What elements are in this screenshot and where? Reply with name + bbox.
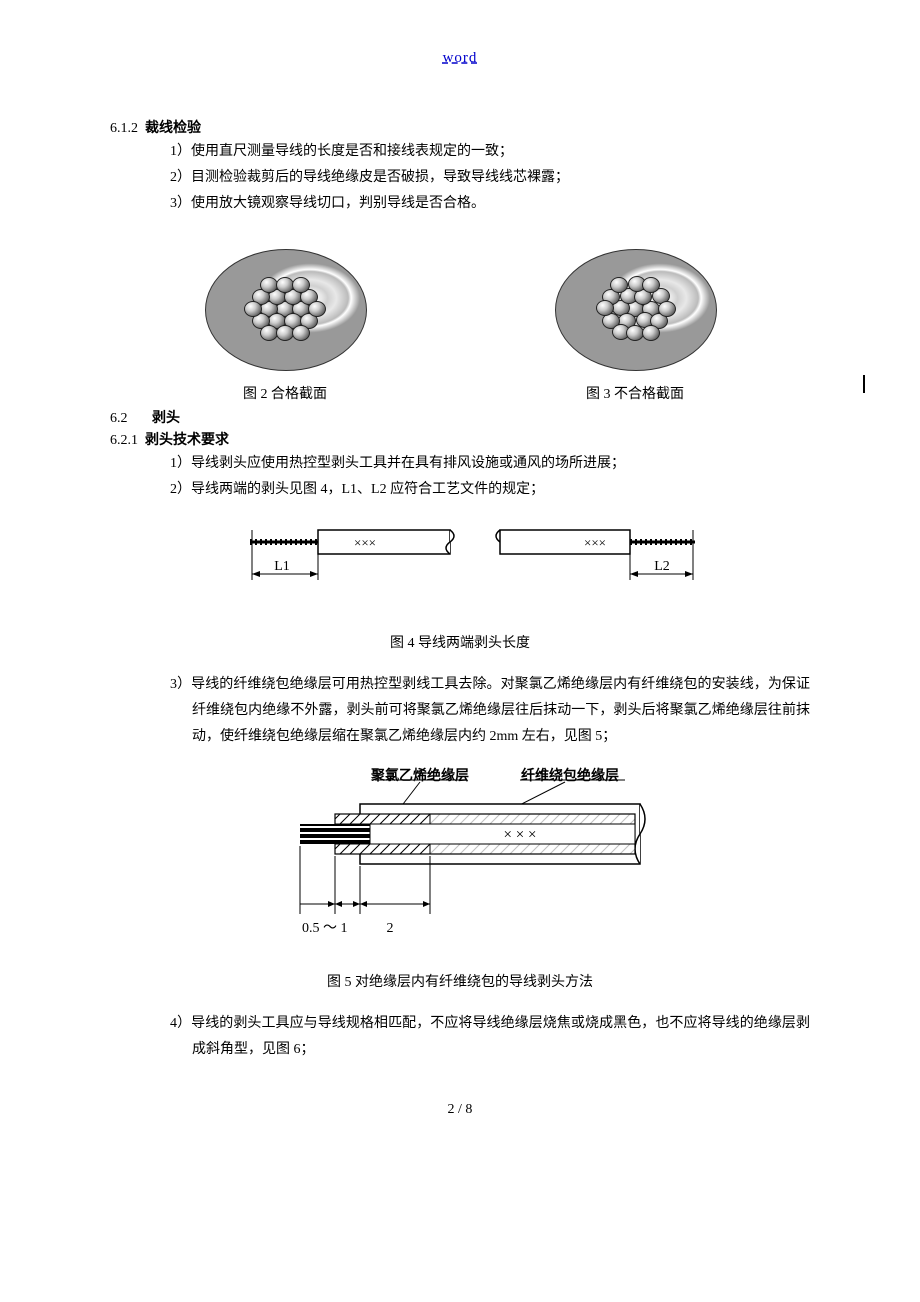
figure-2-caption: 图 2 合格截面 — [110, 383, 460, 403]
fig4-l1-label: L1 — [274, 559, 290, 574]
figure-3-caption: 图 3 不合格截面 — [460, 383, 810, 403]
fig4-l2-label: L2 — [654, 559, 670, 574]
fig5-dim2: 2 — [387, 921, 394, 936]
fig5-pvc-label: 聚氯乙烯绝缘层 — [370, 767, 469, 784]
page: word 6.1.2 裁线检验 1）使用直尺测量导线的长度是否和接线表规定的一致… — [0, 0, 920, 1158]
figure-5-svg: 聚氯乙烯绝缘层 纤维绕包绝缘层 — [230, 764, 690, 954]
list-item: 3）导线的纤维绕包绝缘层可用热控型剥线工具去除。对聚氯乙烯绝缘层内有纤维绕包的安… — [170, 672, 810, 750]
list-6-2-1-item3: 3）导线的纤维绕包绝缘层可用热控型剥线工具去除。对聚氯乙烯绝缘层内有纤维绕包的安… — [110, 672, 810, 750]
section-title: 剥头技术要求 — [145, 433, 229, 448]
list-item: 1）导线剥头应使用热控型剥头工具并在具有排风设施或通风的场所进展； — [170, 451, 810, 476]
list-item: 2）目测检验裁剪后的导线绝缘皮是否破损，导致导线线芯裸露； — [170, 165, 810, 190]
figure-3-image — [550, 237, 720, 377]
list-item: 4）导线的剥头工具应与导线规格相匹配，不应将导线绝缘层烧焦或烧成黑色，也不应将导… — [170, 1011, 810, 1063]
list-6-1-2: 1）使用直尺测量导线的长度是否和接线表规定的一致； 2）目测检验裁剪后的导线绝缘… — [110, 139, 810, 217]
fig5-xxx: × × × — [504, 827, 537, 843]
wire-strands — [232, 265, 338, 353]
fig4-xxx-left: ××× — [354, 535, 376, 550]
list-item: 3）使用放大镜观察导线切口，判别导线是否合格。 — [170, 191, 810, 216]
section-title: 裁线检验 — [145, 121, 201, 136]
figure-2-image — [200, 237, 370, 377]
figure-5-caption: 图 5 对绝缘层内有纤维绕包的导线剥头方法 — [110, 971, 810, 991]
section-title: 剥头 — [152, 411, 180, 426]
page-footer: 2 / 8 — [110, 1102, 810, 1118]
list-6-2-1-a: 1）导线剥头应使用热控型剥头工具并在具有排风设施或通风的场所进展； 2）导线两端… — [110, 451, 810, 502]
section-6-2-1-heading: 6.2.1 剥头技术要求 — [110, 429, 810, 449]
text-cursor — [863, 375, 865, 393]
section-6-2-heading: 6.2 剥头 — [110, 407, 810, 427]
fig5-fiber-label: 纤维绕包绝缘层 — [521, 767, 619, 784]
section-number: 6.2 — [110, 411, 128, 426]
section-6-1-2-heading: 6.1.2 裁线检验 — [110, 117, 810, 137]
section-number: 6.1.2 — [110, 121, 138, 136]
figure-4-caption: 图 4 导线两端剥头长度 — [110, 632, 810, 652]
list-item: 2）导线两端的剥头见图 4，L1、L2 应符合工艺文件的规定； — [170, 477, 810, 502]
figure-2-3-row — [110, 237, 810, 377]
fig4-xxx-right: ××× — [584, 535, 606, 550]
header-word-link[interactable]: word — [110, 50, 810, 67]
figure-2-3-captions: 图 2 合格截面 图 3 不合格截面 — [110, 383, 810, 403]
fig5-dim1: 0.5 ～ 1 — [302, 921, 348, 936]
figure-4-svg: ××× L1 ××× L2 — [200, 520, 720, 615]
figure-5: 聚氯乙烯绝缘层 纤维绕包绝缘层 — [110, 764, 810, 959]
list-6-2-1-item4: 4）导线的剥头工具应与导线规格相匹配，不应将导线绝缘层烧焦或烧成黑色，也不应将导… — [110, 1011, 810, 1063]
section-number: 6.2.1 — [110, 433, 138, 448]
list-item: 1）使用直尺测量导线的长度是否和接线表规定的一致； — [170, 139, 810, 164]
wire-strands — [582, 265, 688, 353]
figure-4: ××× L1 ××× L2 — [110, 520, 810, 620]
